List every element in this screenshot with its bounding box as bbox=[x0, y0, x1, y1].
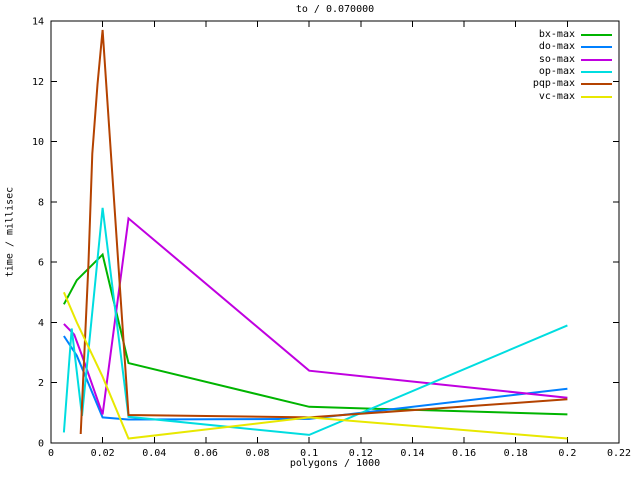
y-axis-label: time / millisec bbox=[4, 186, 16, 278]
svg-text:0.02: 0.02 bbox=[91, 448, 115, 459]
legend-item: do-max bbox=[533, 41, 612, 53]
svg-text:0.22: 0.22 bbox=[607, 448, 631, 459]
svg-text:0.16: 0.16 bbox=[452, 448, 476, 459]
legend: bx-max do-max so-max op-max pqp-max vc-m… bbox=[533, 29, 612, 103]
svg-text:2: 2 bbox=[38, 378, 44, 389]
svg-text:10: 10 bbox=[32, 137, 44, 148]
svg-text:0.12: 0.12 bbox=[349, 448, 373, 459]
svg-text:0.14: 0.14 bbox=[400, 448, 424, 459]
svg-text:0.04: 0.04 bbox=[142, 448, 166, 459]
legend-label: pqp-max bbox=[532, 78, 575, 90]
legend-item: vc-max bbox=[533, 90, 612, 102]
legend-label: do-max bbox=[538, 41, 575, 53]
legend-swatch bbox=[581, 58, 612, 61]
legend-swatch bbox=[581, 46, 612, 49]
x-axis-label: polygons / 1000 bbox=[289, 458, 381, 469]
svg-text:4: 4 bbox=[38, 318, 44, 329]
legend-label: so-max bbox=[538, 53, 575, 65]
legend-label: bx-max bbox=[538, 29, 575, 41]
svg-text:6: 6 bbox=[38, 258, 44, 269]
svg-text:0: 0 bbox=[48, 448, 54, 459]
svg-text:0.1: 0.1 bbox=[300, 448, 318, 459]
legend-swatch bbox=[581, 83, 612, 86]
chart-title: to / 0.070000 bbox=[295, 4, 375, 15]
legend-item: pqp-max bbox=[533, 78, 612, 90]
svg-text:0.08: 0.08 bbox=[245, 448, 269, 459]
svg-text:14: 14 bbox=[32, 17, 44, 28]
svg-text:0: 0 bbox=[38, 439, 44, 450]
legend-item: so-max bbox=[533, 54, 612, 66]
legend-swatch bbox=[581, 95, 612, 98]
legend-label: vc-max bbox=[538, 90, 575, 102]
legend-item: bx-max bbox=[533, 29, 612, 41]
legend-label: op-max bbox=[538, 66, 575, 78]
svg-text:0.2: 0.2 bbox=[558, 448, 576, 459]
legend-swatch bbox=[581, 71, 612, 74]
svg-text:0.18: 0.18 bbox=[504, 448, 528, 459]
svg-text:12: 12 bbox=[32, 77, 44, 88]
legend-swatch bbox=[581, 34, 612, 37]
svg-text:0.06: 0.06 bbox=[194, 448, 218, 459]
svg-text:8: 8 bbox=[38, 197, 44, 208]
legend-item: op-max bbox=[533, 66, 612, 78]
